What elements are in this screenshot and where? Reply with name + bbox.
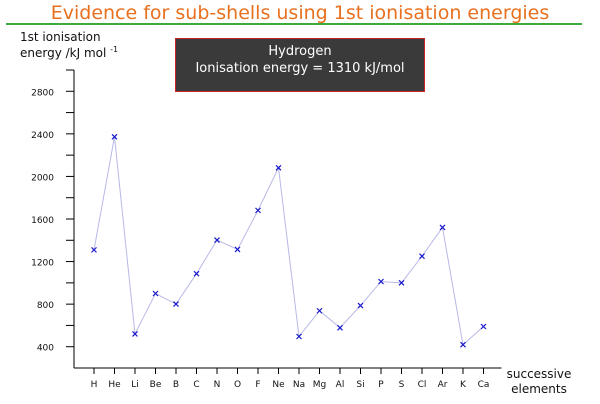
data-point-K [460,341,466,348]
data-point-He [111,133,118,140]
y-tick-label: 2000 [31,173,54,183]
y-tick-label: 400 [37,344,54,354]
data-point-Li [132,331,138,337]
marker-stroke [152,290,159,297]
x-tick-label: N [214,380,221,390]
x-tick-label: Si [356,380,364,390]
marker-stroke [91,246,97,253]
y-tick-label: 2800 [31,88,54,98]
series-line [93,136,484,346]
x-tick-label: Al [336,380,345,390]
data-point-Ne [275,164,282,171]
marker-stroke [460,341,466,348]
x-axis-label-line2: elements [511,382,567,396]
x-tick-label: Na [293,380,305,390]
data-point-N [214,237,220,243]
marker-stroke [296,333,302,340]
data-point-Na [296,333,302,340]
data-point-H [91,246,97,253]
marker-stroke [337,324,343,331]
marker-stroke [214,237,220,243]
info-box: Hydrogen Ionisation energy = 1310 kJ/mol [175,38,425,92]
data-point-Al [337,324,343,331]
marker-stroke [234,246,241,253]
data-point-O [234,246,241,253]
x-axis-label: successive elements [506,367,572,397]
page-title: Evidence for sub-shells using 1st ionisa… [50,2,550,24]
markers [91,133,487,348]
y-ticks: 400 800 1200 1600 2000 2400 2800 [31,69,74,354]
x-tick-label: F [255,380,260,390]
y-tick-label: 800 [37,301,54,311]
y-axis-label-text: energy /kJ mol [20,46,107,60]
x-tick-label: K [460,380,467,390]
x-tick-label: S [399,380,405,390]
y-axis-unit-exponent: -1 [110,45,119,54]
y-tick-label: 1600 [31,216,54,226]
data-point-Cl [419,253,425,260]
x-tick-label: Mg [313,380,326,390]
marker-stroke [275,164,282,171]
x-tick-label: Ar [438,380,448,390]
x-tick-label: Li [131,380,139,390]
title-divider [6,23,582,25]
x-tick-label: Cl [418,380,427,390]
marker-stroke [316,307,323,314]
data-point-B [173,301,179,307]
data-point-Ar [439,224,446,231]
data-point-C [193,270,200,277]
x-tick-label: Ca [478,380,490,390]
y-tick-label: 2400 [31,131,54,141]
marker-stroke [480,323,487,330]
x-tick-label: Ne [272,380,285,390]
info-box-element: Hydrogen [268,44,332,59]
info-box-energy: Ionisation energy = 1310 kJ/mol [195,61,405,76]
data-point-Ca [480,323,487,330]
marker-stroke [378,278,384,285]
x-tick-label: Be [150,380,162,390]
x-tick-label: P [378,380,384,390]
axes [73,70,502,369]
data-point-Mg [316,307,323,314]
marker-stroke [255,207,261,214]
marker-stroke [357,302,364,309]
marker-stroke [439,224,446,231]
x-tick-label: He [108,380,121,390]
marker-stroke [111,133,118,140]
x-ticks: H He Li Be B C N O F Ne Na Mg Al Si P S Cl Ar K Ca [91,368,490,390]
x-tick-label: H [91,380,98,390]
x-tick-label: O [234,380,241,390]
x-tick-label: B [173,380,179,390]
series [93,136,484,346]
y-tick-label: 1200 [31,259,54,269]
data-point-Be [152,290,159,297]
marker-stroke [173,301,179,307]
marker-stroke [193,270,200,277]
marker-stroke [132,331,138,337]
marker-stroke [419,253,425,260]
data-point-P [378,278,384,285]
y-axis-label-line1: 1st ionisation [20,30,101,44]
x-tick-label: C [193,380,199,390]
data-point-F [255,207,261,214]
data-point-S [398,279,405,286]
y-axis-label-line2: energy /kJ mol -1 [20,45,118,60]
x-axis-label-line1: successive [506,367,572,381]
data-point-Si [357,302,364,309]
marker-stroke [398,279,405,286]
